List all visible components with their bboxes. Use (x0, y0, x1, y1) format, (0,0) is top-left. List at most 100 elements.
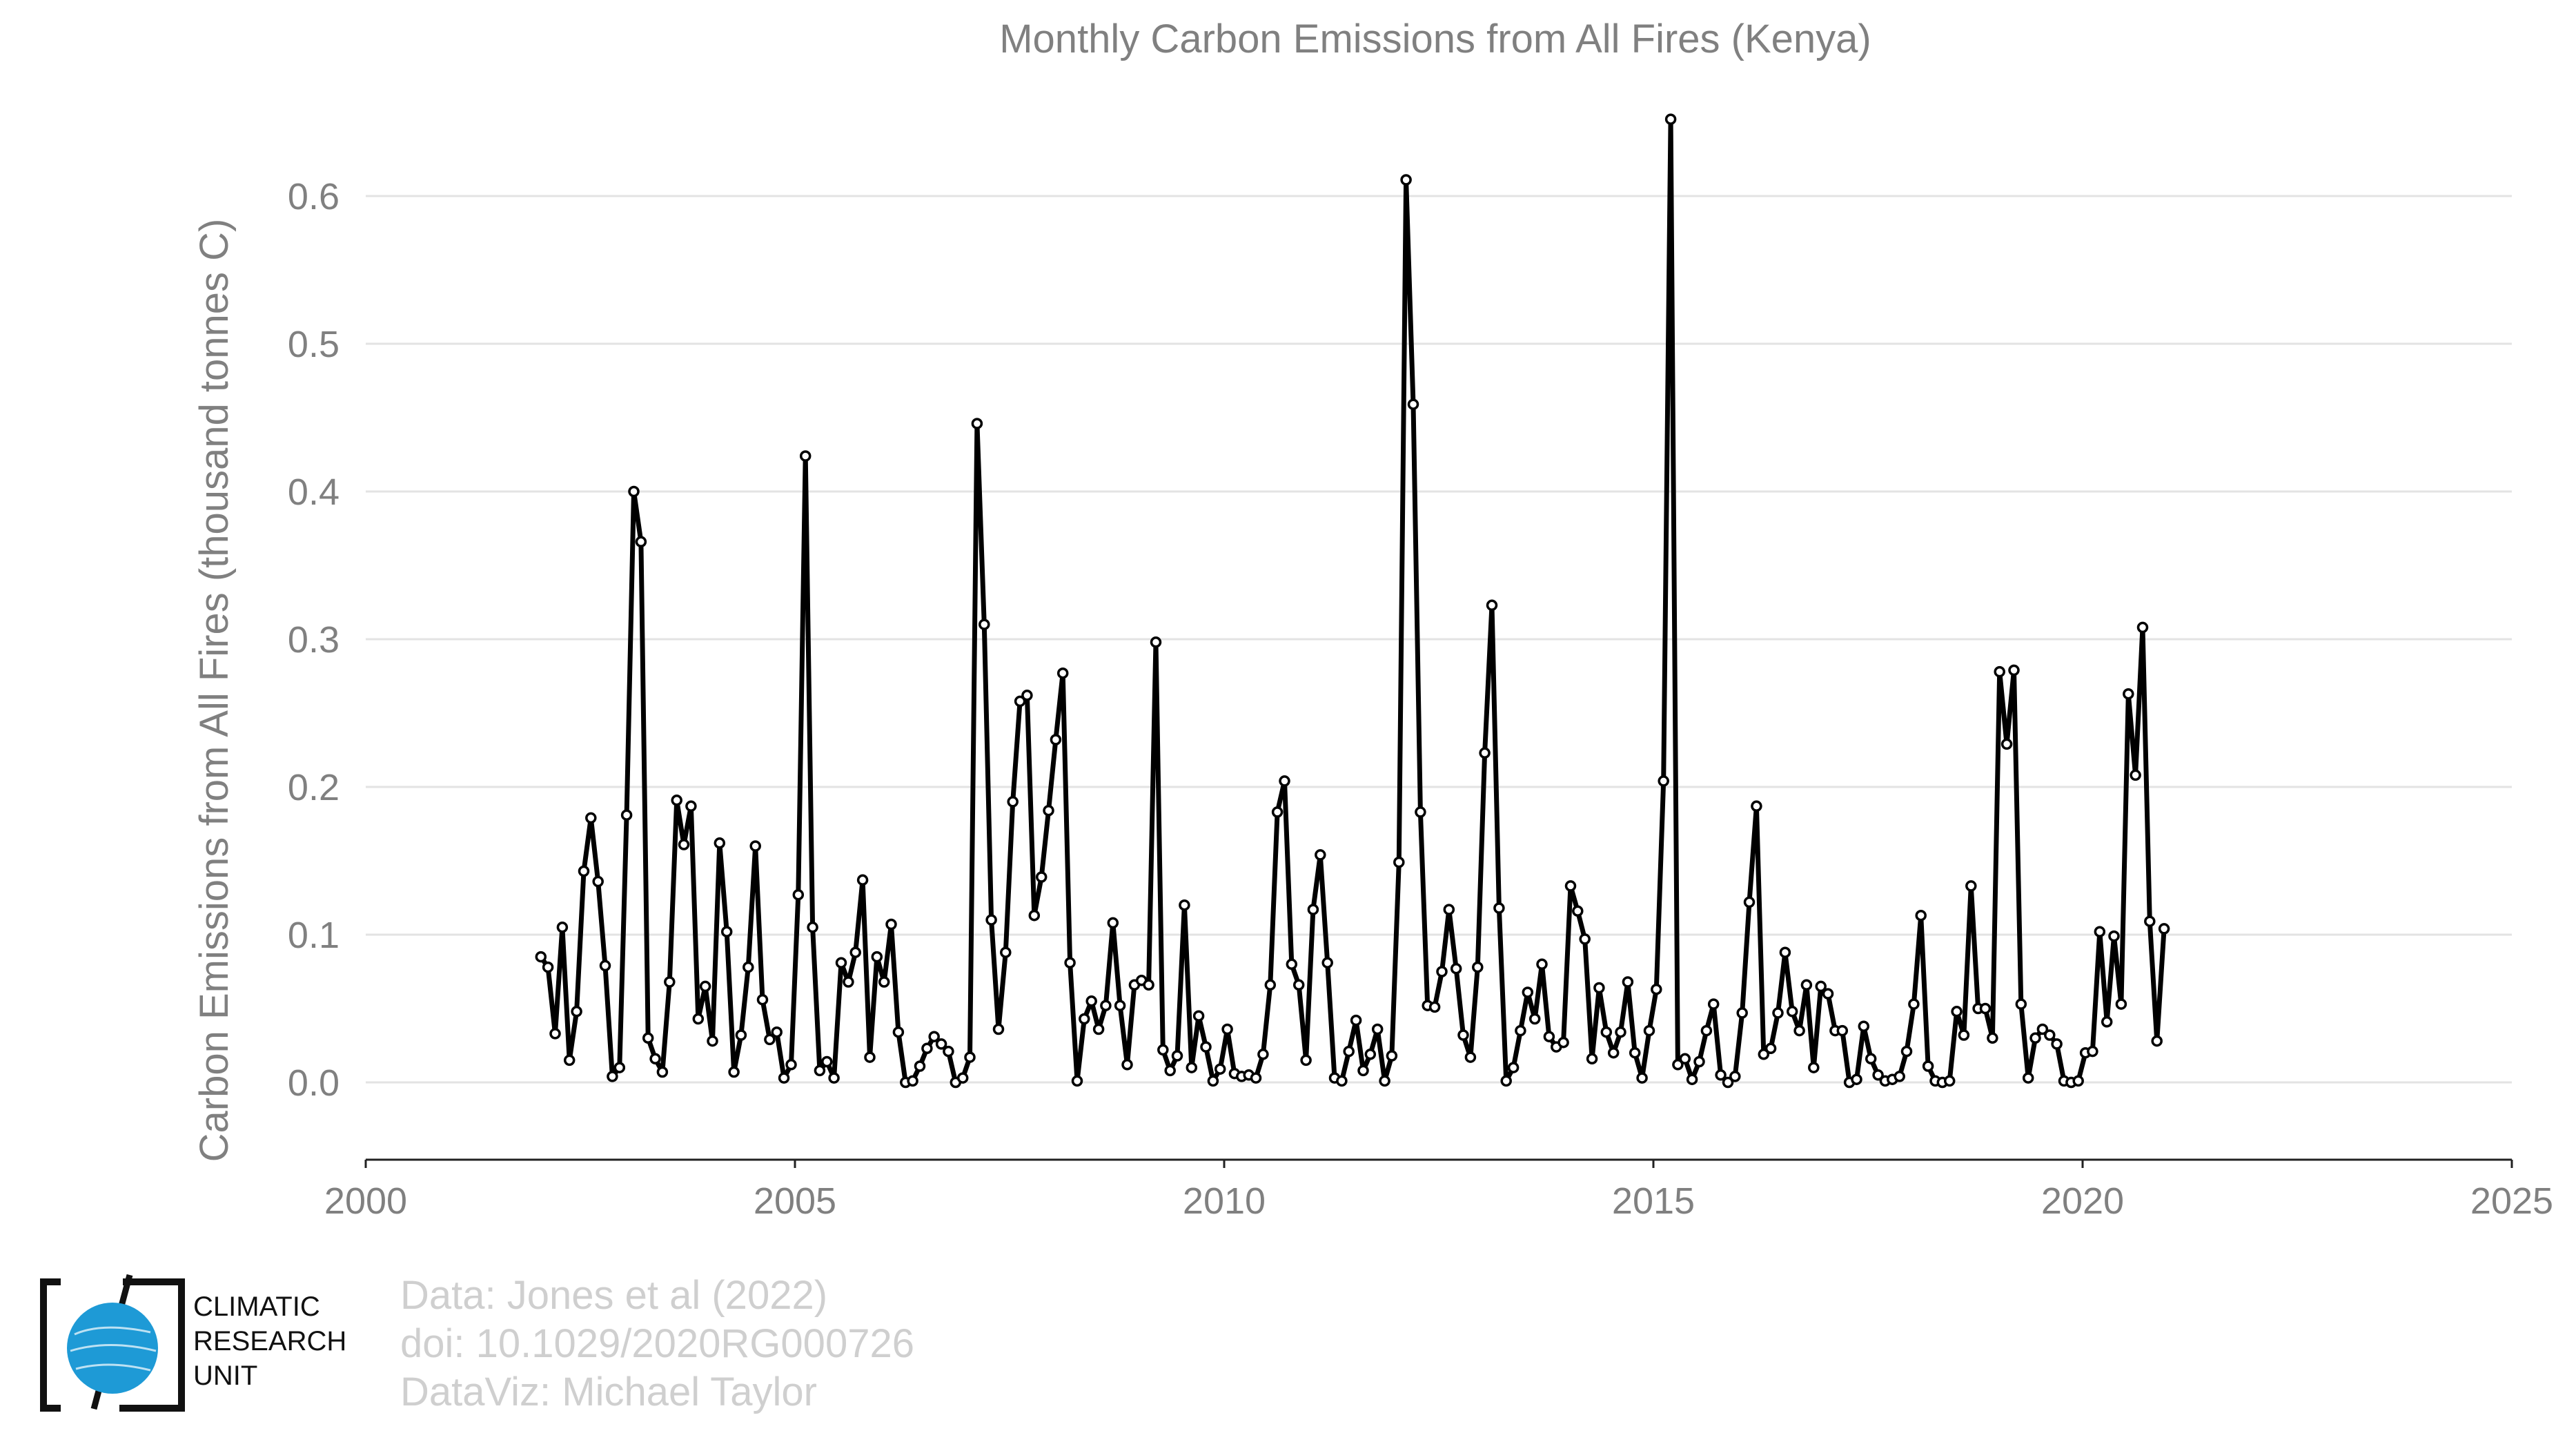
x-tick-label: 2000 (324, 1180, 407, 1222)
data-point (2123, 688, 2134, 700)
data-point (1636, 1072, 1648, 1084)
credit-data-source: Data: Jones et al (2022) (400, 1273, 828, 1318)
data-point (1357, 1064, 1369, 1077)
data-point (885, 918, 897, 931)
data-point (620, 809, 633, 821)
data-point (1564, 880, 1577, 892)
data-point (1579, 933, 1591, 945)
x-tick-label: 2010 (1183, 1180, 1266, 1222)
data-point (1307, 904, 1319, 915)
data-point (1693, 1055, 1705, 1068)
data-point (1515, 1024, 1526, 1037)
y-tick-label: 0.2 (288, 767, 340, 808)
data-point (785, 1059, 797, 1071)
data-point (1536, 958, 1548, 971)
data-point (743, 961, 754, 973)
data-point (1300, 1054, 1312, 1067)
data-point (2144, 915, 2156, 927)
data-point (1315, 849, 1326, 861)
data-point (1943, 1075, 1956, 1087)
data-point (1121, 1059, 1133, 1071)
data-point (1028, 909, 1041, 922)
data-point (1092, 1023, 1105, 1035)
data-point (871, 951, 883, 963)
data-point (799, 450, 812, 462)
data-point (1900, 1045, 1913, 1058)
data-point (607, 1071, 618, 1082)
data-point (1386, 1050, 1398, 1062)
data-point (1615, 1026, 1626, 1038)
data-point (1336, 1075, 1348, 1087)
data-point (699, 980, 711, 993)
data-point (1257, 1049, 1269, 1060)
data-point (1050, 734, 1062, 746)
data-point (1472, 961, 1484, 973)
data-point (749, 840, 761, 852)
data-point (964, 1051, 976, 1063)
data-point (1979, 1002, 1992, 1015)
data-point (728, 1066, 740, 1078)
data-point (1085, 995, 1097, 1007)
data-point (1800, 979, 1813, 991)
data-point (1622, 976, 1634, 988)
data-point (1915, 909, 1927, 922)
data-point (878, 976, 890, 988)
data-point (1808, 1062, 1820, 1073)
data-point (1736, 1007, 1748, 1019)
data-point (1479, 747, 1491, 759)
data-point (935, 1038, 947, 1050)
data-point (1758, 1049, 1770, 1060)
data-point (907, 1075, 918, 1087)
data-point (828, 1072, 840, 1084)
data-point (1071, 1075, 1083, 1087)
x-tick-label: 2025 (2470, 1180, 2553, 1222)
data-point (1186, 1062, 1198, 1073)
x-tick-label: 2015 (1612, 1180, 1695, 1222)
data-point (2015, 998, 2027, 1010)
data-point (1000, 946, 1012, 958)
data-point (1822, 988, 1834, 1000)
data-point (1629, 1046, 1641, 1059)
data-point (628, 485, 640, 498)
data-point (2072, 1075, 2084, 1087)
data-point (1658, 775, 1669, 787)
data-point (1371, 1023, 1384, 1035)
data-point (1743, 896, 1756, 908)
data-point (1572, 905, 1584, 917)
data-point (992, 1023, 1005, 1035)
data-point (778, 1072, 790, 1084)
data-point (1651, 983, 1662, 995)
data-point (1751, 800, 1762, 812)
data-point (1908, 998, 1920, 1010)
data-point (979, 619, 990, 630)
data-point (1715, 1069, 1727, 1081)
data-point (1021, 690, 1033, 701)
data-point (764, 1033, 776, 1046)
data-point (613, 1062, 626, 1073)
data-point (1528, 1013, 1541, 1025)
data-point (1264, 979, 1277, 991)
data-point (1200, 1041, 1212, 1053)
data-point (692, 1013, 705, 1025)
y-tick-label: 0.6 (288, 176, 340, 217)
data-point (2008, 664, 2020, 676)
data-point (1214, 1063, 1226, 1075)
data-point (2151, 1035, 2163, 1047)
data-point (1035, 871, 1048, 883)
data-point (1851, 1073, 1862, 1085)
data-point (1450, 962, 1462, 975)
data-point (1764, 1042, 1777, 1055)
data-point (563, 1054, 576, 1067)
data-point (1400, 174, 1412, 186)
y-tick-labels: 0.0 0.1 0.2 0.3 0.4 0.5 0.6 (288, 176, 340, 1104)
data-point (1672, 1059, 1684, 1071)
data-point (1150, 636, 1162, 648)
data-point (1793, 1024, 1805, 1037)
data-point (956, 1072, 969, 1084)
data-point (928, 1031, 940, 1042)
data-points (535, 113, 2170, 1089)
data-point (2158, 923, 2170, 935)
data-point (2000, 738, 2013, 750)
data-point (1707, 998, 1720, 1010)
data-point (914, 1060, 926, 1072)
